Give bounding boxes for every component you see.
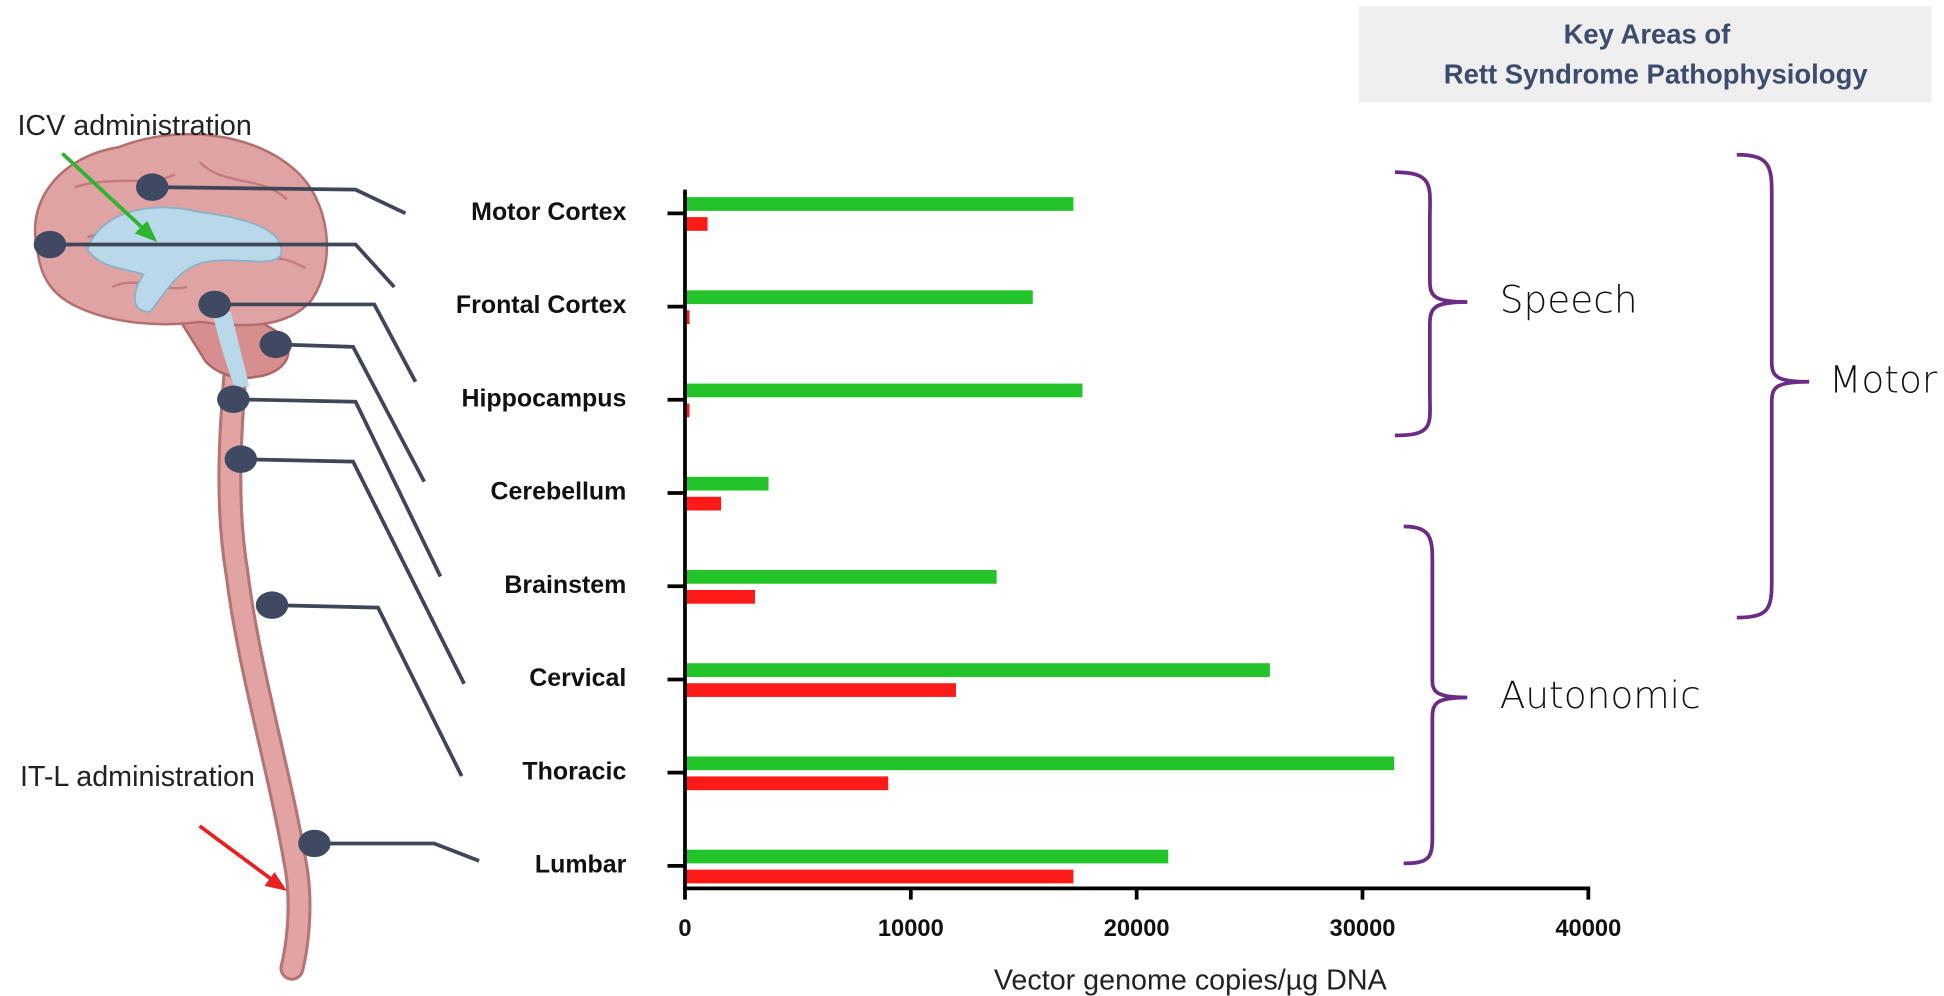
bar [684,869,1074,884]
title-box [1358,6,1932,103]
x-tick-label: 10000 [878,916,944,942]
bar [684,776,889,791]
bracket [1736,152,1810,620]
bracket [1403,524,1468,866]
title-line: Rett Syndrome Pathophysiology [1444,58,1869,89]
bar [684,849,1169,864]
bar [684,476,769,491]
annotation: IT-L administration [20,761,255,793]
group-label: Motor [1829,357,1938,401]
bar [684,683,956,697]
connectors [33,173,480,863]
bar [684,570,997,584]
bar [684,197,1074,211]
plot-area: Motor Cortex Frontal Cortex Hippocampus Cer… [456,189,1621,996]
figure-content: Key Areas of Rett Syndrome Pathophysiolo… [17,6,1938,996]
bar [684,383,1083,398]
y-tick-label: Motor Cortex [471,198,626,226]
annotation: ICV administration [17,110,251,142]
y-tick-label: Hippocampus [461,384,626,412]
y-tick-label: Frontal Cortex [456,291,627,319]
bracket [1394,170,1468,438]
x-tick-label: 0 [678,916,691,942]
x-tick-label: 20000 [1104,916,1170,942]
group-label: Speech [1500,277,1638,321]
arrow-head [134,220,158,243]
y-tick-label: Brainstem [504,571,626,599]
bar [684,310,690,325]
y-tick-label: Thoracic [522,757,626,785]
arrow [61,152,151,236]
y-tick-label: Lumbar [535,850,627,878]
x-tick-label: 40000 [1555,916,1621,942]
bar [684,756,1395,771]
bar [684,217,708,231]
y-tick-label: Cervical [529,664,626,692]
x-axis-label: Vector genome copies/µg DNA [994,965,1388,996]
bar [684,290,1033,305]
bar [684,403,690,418]
x-tick-label: 30000 [1330,916,1396,942]
bar [684,589,755,604]
bar [684,663,1270,677]
arrow-head [264,872,287,891]
y-tick-label: Cerebellum [491,478,627,506]
group-label: Autonomic [1500,673,1701,717]
bar [684,496,722,511]
title-line: Key Areas of [1564,18,1732,49]
brain-illustration [33,133,329,981]
arrow [198,824,279,885]
